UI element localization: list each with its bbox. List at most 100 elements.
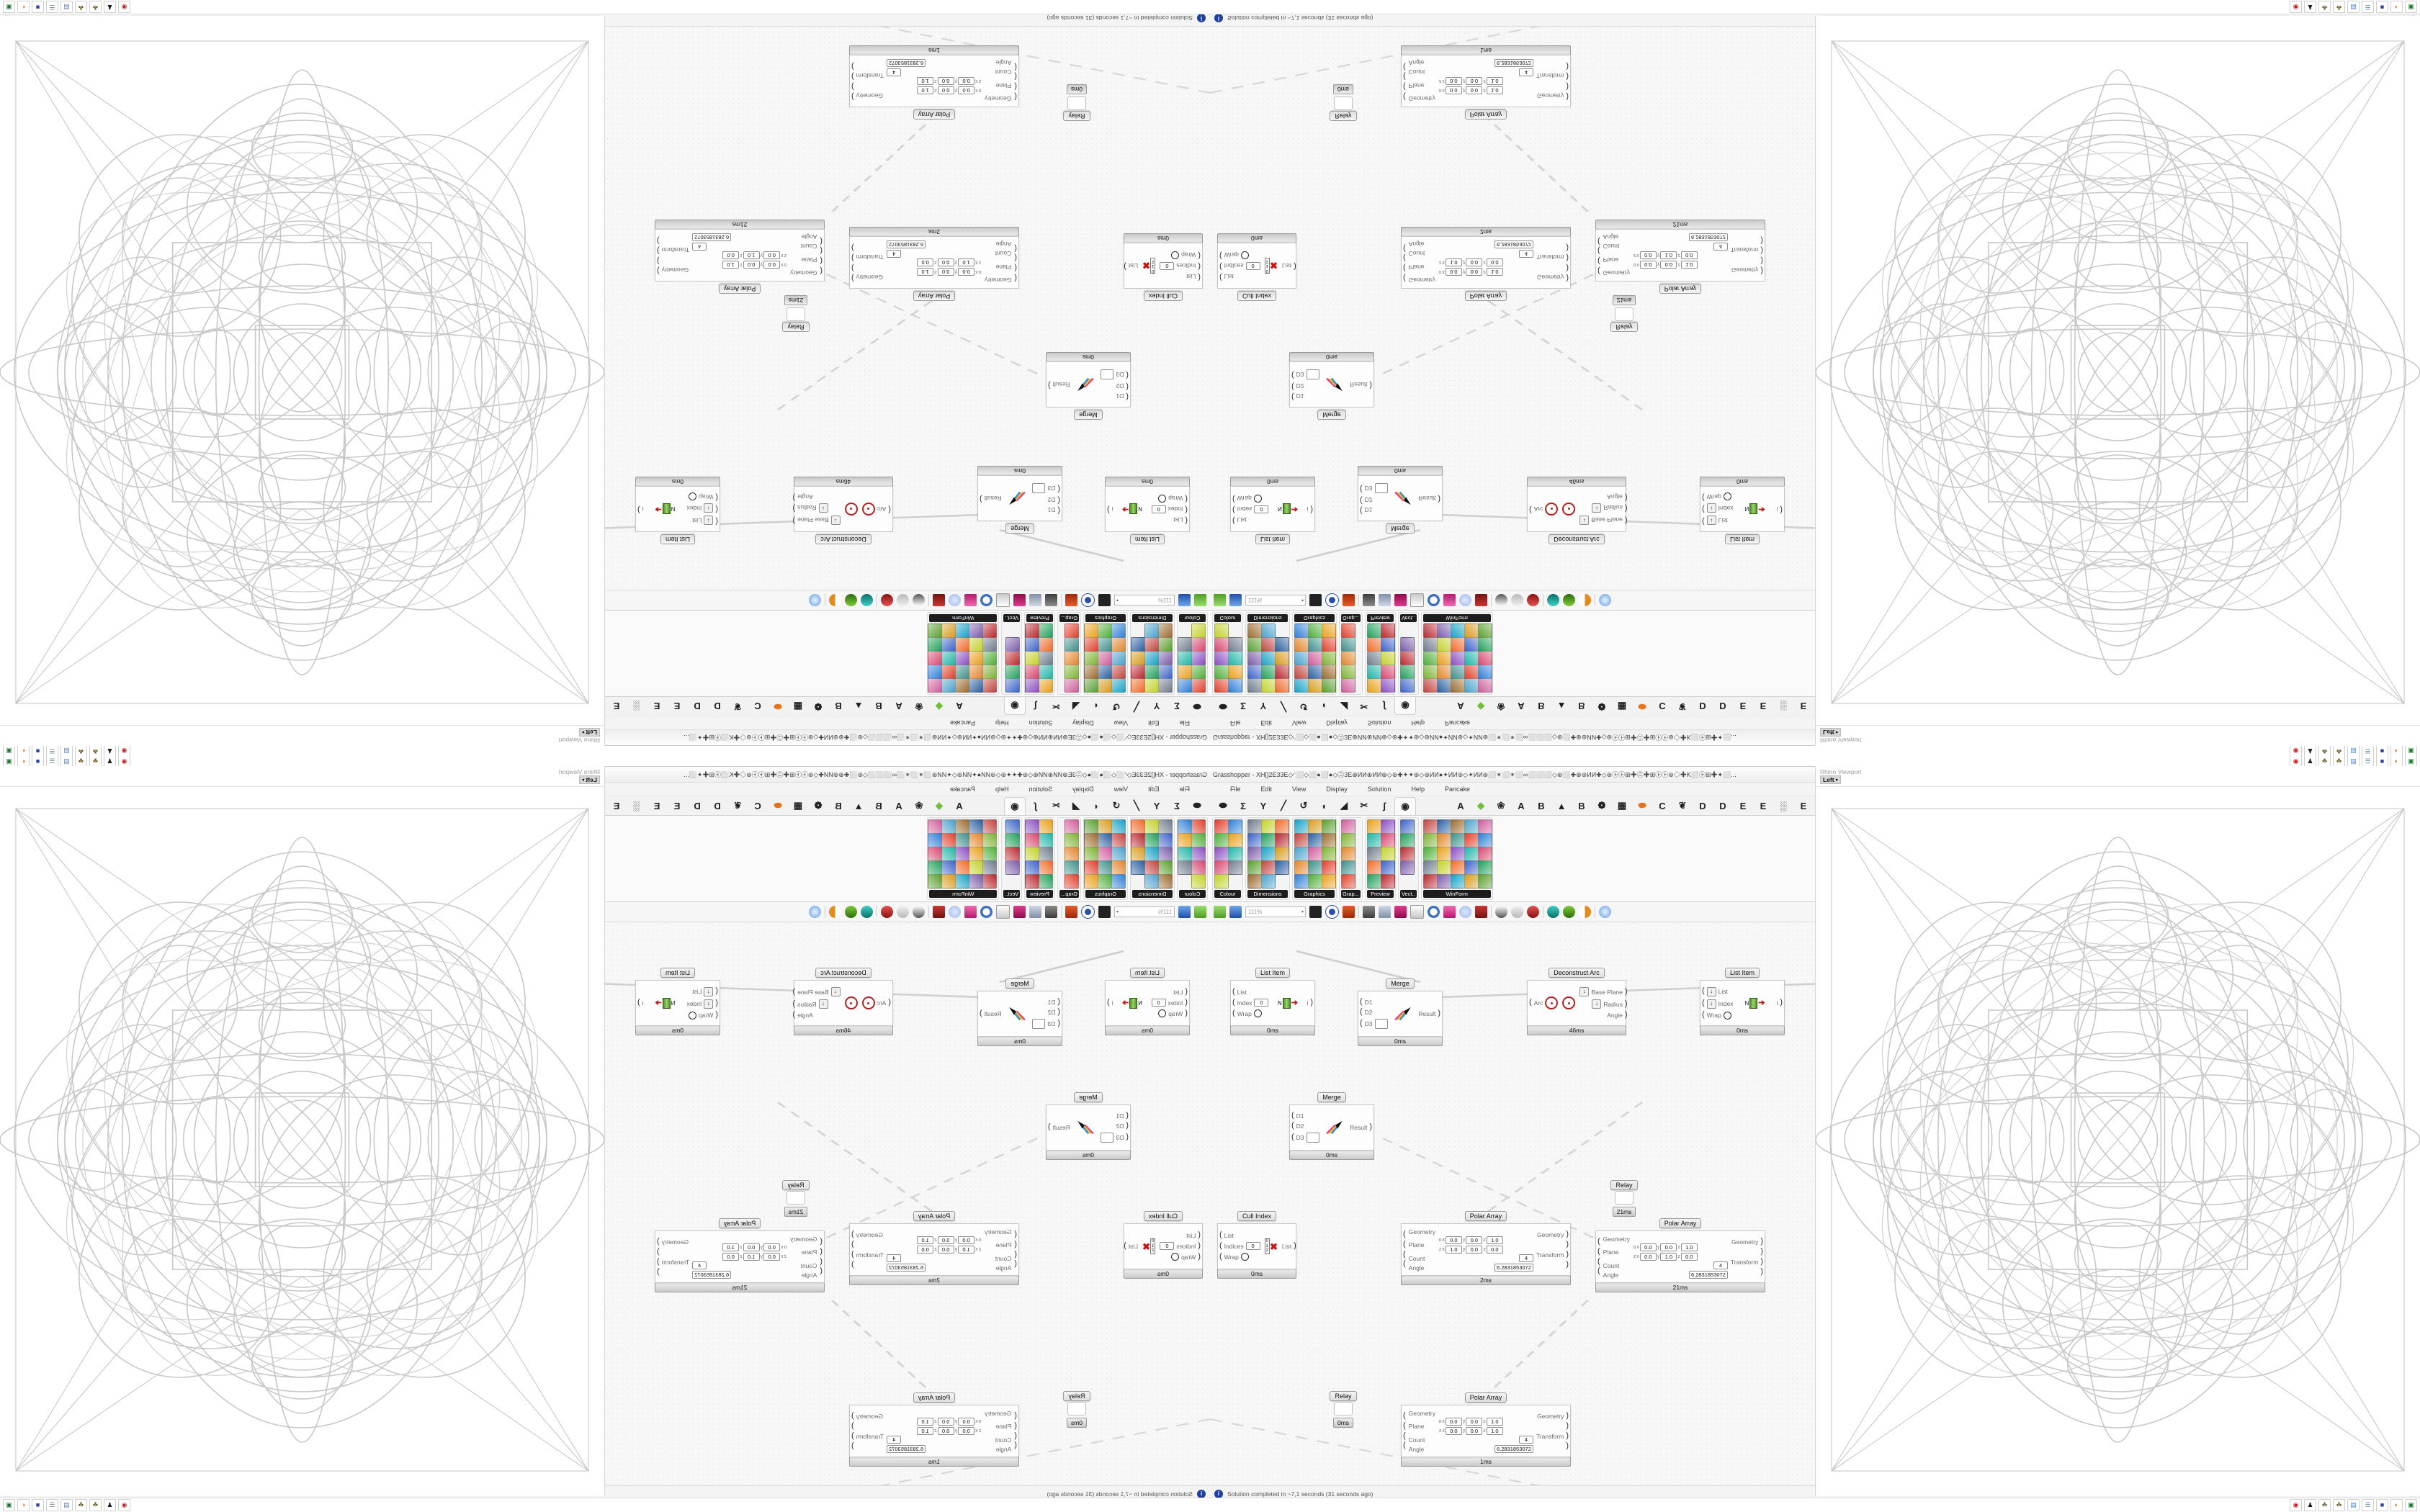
ribbon-icon[interactable] — [955, 651, 970, 665]
output-port[interactable]: ) — [851, 264, 854, 273]
node-cull-index-1[interactable]: Cull Index(List(Indices 0(Wrap 0 1 2 ✖ List) 0m… — [1217, 233, 1296, 303]
ribbon-icon[interactable] — [1464, 819, 1479, 834]
node-caption[interactable]: Polar Array — [1464, 109, 1507, 120]
output-port[interactable]: ) — [851, 82, 854, 91]
input-port[interactable]: ( — [1232, 516, 1235, 525]
node-caption[interactable]: Merge — [1386, 978, 1415, 989]
ribbon-icon[interactable] — [1380, 874, 1395, 888]
count-value[interactable]: 4 — [887, 68, 902, 76]
floppy-64-icon[interactable]: ■ — [32, 744, 44, 756]
node-body[interactable]: (List(Index 0(Wrap N ➔ i) — [1105, 486, 1190, 532]
output-port[interactable]: ) — [792, 999, 796, 1008]
input-port[interactable]: ( — [820, 236, 823, 246]
ribbon-tab-4[interactable]: ↺ — [1299, 800, 1308, 811]
ribbon-icon[interactable] — [1191, 860, 1206, 875]
node-polar-array-3[interactable]: Polar Array((((Geometry Plane o x 0.0 y 0.0 z 1.… — [849, 1390, 1019, 1467]
value-button[interactable]: 0 — [1254, 999, 1269, 1007]
plane-value[interactable]: 1.0 — [917, 268, 934, 276]
ribbon-icon[interactable] — [1158, 833, 1173, 847]
ribbon-icon[interactable] — [1399, 665, 1415, 679]
ribbon-icon[interactable] — [1322, 874, 1336, 888]
floppy-64-icon[interactable]: ■ — [2376, 744, 2388, 756]
ribbon-tab-3[interactable]: ╱ — [1134, 701, 1139, 712]
zoom-level-input[interactable]: 111% ▾ — [1114, 595, 1175, 606]
flatten-icon[interactable]: ↓ — [1706, 986, 1716, 996]
node-polar-array-1[interactable]: Polar Array((((Geometry Plane o x 0.0 y 0.0 z 1.… — [849, 227, 1019, 303]
ribbon-icon[interactable] — [941, 819, 956, 834]
ribbon-icon[interactable] — [1294, 624, 1309, 638]
ribbon-icon[interactable] — [1025, 874, 1040, 888]
input-port[interactable]: ( — [1014, 62, 1017, 71]
output-port[interactable]: ) — [1566, 1259, 1569, 1269]
node-merge-2[interactable]: Merge(D1(D2(D3 Result) 0ms — [1289, 352, 1374, 422]
ribbon-icon[interactable] — [982, 637, 998, 652]
input-port[interactable]: ( — [715, 986, 718, 996]
ribbon-tab-7[interactable]: ✂ — [1052, 701, 1060, 712]
input-port[interactable]: ( — [1014, 243, 1017, 253]
node-body[interactable]: (Arc ↓ Base Plane) ↓ Radius) Angle) — [1527, 980, 1628, 1026]
input-port[interactable]: ( — [1403, 1259, 1406, 1269]
input-port[interactable]: ( — [1219, 262, 1222, 271]
ribbon-overflow-tab-17[interactable]: E — [613, 701, 620, 712]
ribbon-icon[interactable] — [1450, 624, 1465, 638]
ribbon-icon[interactable] — [1366, 678, 1381, 693]
ribbon-overflow-tab-1[interactable]: ◆ — [1477, 701, 1484, 712]
ribbon-tab-5[interactable]: ◖ — [1321, 800, 1327, 811]
output-port[interactable]: ) — [1624, 986, 1628, 996]
ribbon-icon[interactable] — [955, 637, 970, 652]
output-port[interactable]: ) — [1566, 1431, 1569, 1440]
plane-value[interactable]: 0.0 — [763, 1243, 781, 1251]
ribbon-tab-3[interactable]: ╱ — [1281, 800, 1286, 811]
ribbon-icon[interactable] — [1380, 847, 1395, 861]
ribbon-overflow-tab-10[interactable]: C — [754, 800, 761, 811]
node-body[interactable]: (List(Index 0(Wrap N ➔ i) — [1230, 486, 1315, 532]
output-port[interactable]: ) — [1438, 494, 1440, 503]
node-caption[interactable]: Merge — [1074, 410, 1103, 420]
angle-value[interactable]: 6.2831853072 — [887, 240, 926, 248]
node-merge-1[interactable]: Merge(D1(D2(D3 Result) 0ms — [977, 466, 1062, 536]
input-port[interactable]: ( — [1403, 72, 1406, 81]
rhino-icon[interactable]: ◉ — [118, 1499, 130, 1511]
input-port[interactable]: ( — [1185, 987, 1188, 996]
ribbon-tab-3[interactable]: ╱ — [1134, 800, 1139, 811]
rhino-icon[interactable]: ◉ — [2290, 744, 2302, 756]
node-caption[interactable]: Polar Array — [913, 1211, 956, 1221]
ribbon-overflow-tab-9[interactable]: ⬬ — [1638, 800, 1646, 811]
relay-body[interactable] — [1615, 307, 1634, 321]
output-port[interactable]: ) — [1566, 62, 1569, 71]
input-port[interactable]: ( — [1403, 82, 1406, 91]
plane-value[interactable]: 0.0 — [1486, 1246, 1503, 1254]
count-value[interactable]: 4 — [1713, 243, 1728, 251]
notepad-icon[interactable]: ▤ — [2347, 1499, 2360, 1511]
ribbon-overflow-tab-5[interactable]: ▲ — [853, 800, 864, 811]
node-caption[interactable]: List Item — [1255, 534, 1290, 544]
notepad-icon[interactable]: ▤ — [60, 744, 73, 756]
input-port[interactable]: ( — [820, 1246, 823, 1256]
input-port[interactable]: ( — [1014, 274, 1017, 283]
ribbon-overflow-tab-15[interactable]: E — [1760, 701, 1767, 712]
ribbon-icon[interactable] — [941, 624, 956, 638]
node-caption[interactable]: Polar Array — [1464, 291, 1507, 301]
input-port[interactable]: ( — [1219, 251, 1222, 261]
node-polar-array-3[interactable]: Polar Array((((Geometry Plane o x 0.0 y 0.0 z 1.… — [1401, 1390, 1571, 1467]
ribbon-overflow-tab-2[interactable]: ❀ — [1497, 701, 1505, 712]
preview-eye-icon[interactable] — [1325, 593, 1339, 607]
save-file-icon[interactable] — [1229, 594, 1242, 606]
relay-caption[interactable]: Relay — [1330, 1391, 1357, 1401]
ribbon-overflow-tab-10[interactable]: C — [754, 701, 761, 712]
ribbon-icon[interactable] — [1341, 665, 1355, 679]
menu-item-view[interactable]: View — [1292, 719, 1307, 726]
plane-value[interactable]: 1.0 — [1445, 1246, 1462, 1254]
boolean-toggle[interactable] — [689, 1011, 697, 1020]
node-merge-1[interactable]: Merge(D1(D2(D3 Result) 0ms — [1358, 466, 1443, 536]
rhino-viewport-tab[interactable]: Left ▾ — [579, 775, 600, 784]
search-icon[interactable] — [1428, 906, 1440, 918]
input-port[interactable]: ( — [1403, 1239, 1406, 1248]
ribbon-icon[interactable] — [1111, 651, 1126, 665]
ribbon-icon[interactable] — [1294, 860, 1309, 875]
ribbon-icon[interactable] — [1261, 665, 1276, 679]
angle-value[interactable]: 6.2831853072 — [1688, 1271, 1728, 1279]
ribbon-icon[interactable] — [1422, 665, 1438, 679]
ribbon-overflow-tab-7[interactable]: ❁ — [1597, 800, 1606, 811]
ribbon-icon[interactable] — [1322, 665, 1336, 679]
